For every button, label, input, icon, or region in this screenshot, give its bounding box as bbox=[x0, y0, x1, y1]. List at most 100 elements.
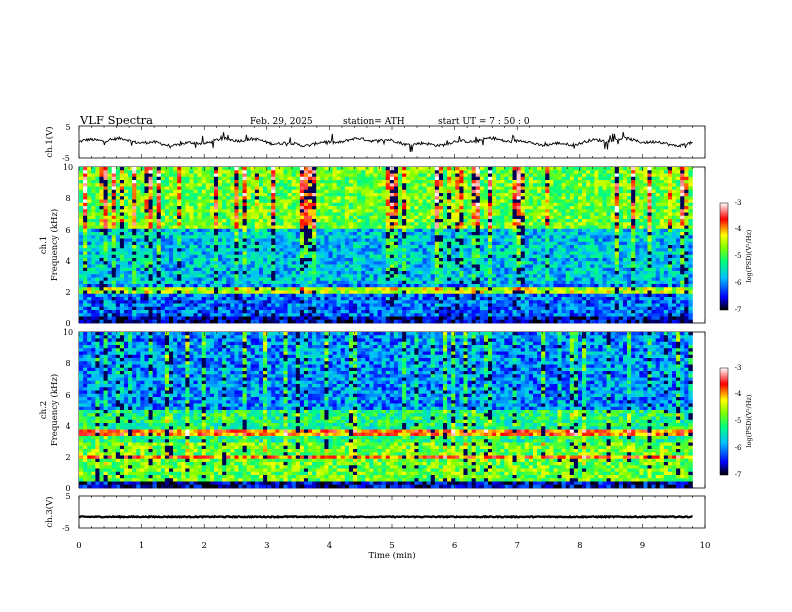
spec1-cell bbox=[680, 173, 685, 178]
spec1-cell bbox=[205, 232, 211, 236]
spec1-cell bbox=[582, 271, 587, 275]
spec1-cell bbox=[561, 167, 566, 171]
spec1-cell bbox=[545, 222, 550, 226]
spec1-cell bbox=[107, 225, 113, 230]
spec1-cell bbox=[348, 261, 354, 265]
spec1-cell bbox=[173, 167, 178, 171]
spec1-cell bbox=[201, 235, 207, 239]
spec1-cell bbox=[471, 183, 477, 187]
spec1-cell bbox=[447, 173, 452, 178]
spec1-cell bbox=[303, 202, 309, 207]
spec1-cell bbox=[250, 186, 256, 191]
spec1-cell bbox=[594, 267, 599, 272]
spec1-cell bbox=[320, 212, 325, 217]
spec1-cell bbox=[144, 248, 149, 252]
spec1-cell bbox=[193, 225, 198, 230]
spec1-cell bbox=[119, 212, 125, 217]
spec1-cell bbox=[447, 212, 452, 217]
spec1-cell bbox=[577, 215, 583, 220]
spec1-cell bbox=[438, 258, 444, 262]
spec1-cell bbox=[537, 193, 542, 197]
spec1-cell bbox=[524, 225, 530, 230]
spec1-cell bbox=[582, 258, 587, 262]
spec1-cell bbox=[209, 251, 215, 256]
spec1-cell bbox=[123, 209, 129, 213]
spec1-cell bbox=[348, 245, 354, 249]
spec1-cell bbox=[132, 196, 137, 200]
spec1-cell bbox=[320, 176, 325, 181]
spec1-cell bbox=[152, 206, 158, 210]
spec1-cell bbox=[663, 206, 669, 210]
spec1-cell bbox=[586, 254, 591, 259]
spec1-cell bbox=[283, 215, 288, 220]
spec1-cell bbox=[606, 241, 611, 246]
spec1-cell bbox=[295, 267, 301, 272]
spec1-cell bbox=[353, 232, 358, 236]
spec1-cell bbox=[475, 189, 481, 194]
spec1-cell bbox=[410, 258, 415, 262]
spec1-cell bbox=[344, 183, 350, 187]
spec1-cell bbox=[263, 215, 268, 220]
spec1-cell bbox=[185, 202, 190, 207]
spec1-cell bbox=[258, 219, 264, 223]
spec1-cell bbox=[672, 251, 677, 256]
spec1-cell bbox=[434, 196, 440, 200]
spec1-cell bbox=[487, 261, 493, 265]
spec1-cell bbox=[573, 261, 579, 265]
spec1-cell bbox=[524, 258, 530, 262]
spec1-cell bbox=[201, 245, 207, 249]
spec1-cell bbox=[606, 167, 611, 171]
spec1-cell bbox=[549, 271, 554, 275]
spec1-cell bbox=[463, 271, 468, 275]
spec1-cell bbox=[156, 167, 162, 171]
spec1-cell bbox=[295, 176, 301, 181]
spec1-cell bbox=[635, 241, 640, 246]
spec1-cell bbox=[271, 196, 276, 200]
spec1-cell bbox=[487, 186, 493, 191]
spec1-cell bbox=[553, 206, 558, 210]
spec1-cell bbox=[483, 222, 489, 226]
spec1-cell bbox=[258, 232, 264, 236]
spec1-cell bbox=[209, 219, 215, 223]
spec1-cell bbox=[463, 167, 468, 171]
spec1-cell bbox=[152, 264, 158, 269]
spec1-cell bbox=[418, 232, 423, 236]
spec1-cell bbox=[148, 225, 153, 230]
spec1-cell bbox=[659, 209, 665, 213]
spec1-cell bbox=[242, 193, 247, 197]
spec1-cell bbox=[246, 219, 252, 223]
spec1-cell bbox=[667, 222, 673, 226]
spec1-cell bbox=[357, 248, 362, 252]
spec1-cell bbox=[606, 222, 611, 226]
spec1-cell bbox=[606, 235, 611, 239]
spec1-cell bbox=[177, 196, 182, 200]
spec1-cell bbox=[487, 202, 493, 207]
spec1-cell bbox=[471, 170, 477, 174]
spec1-cell bbox=[123, 238, 129, 243]
spec1-cell bbox=[500, 267, 505, 272]
spec1-cell bbox=[111, 238, 117, 243]
spec1-cell bbox=[635, 180, 640, 184]
spec1-cell bbox=[369, 238, 374, 243]
spec1-cell bbox=[618, 173, 624, 178]
spec1-cell bbox=[487, 193, 493, 197]
spec1-cell bbox=[312, 206, 317, 210]
spec1-cell bbox=[655, 261, 661, 265]
spec1-cell bbox=[586, 232, 591, 236]
spec1-cell bbox=[381, 238, 387, 243]
spec1-cell bbox=[218, 254, 223, 259]
spec1-cell bbox=[651, 254, 656, 259]
spec1-cell bbox=[582, 180, 587, 184]
spec1-cell bbox=[541, 212, 546, 217]
spec1-cell bbox=[299, 183, 305, 187]
spec1-cell bbox=[79, 248, 84, 252]
spec1-cell bbox=[336, 219, 342, 223]
spec1-cell bbox=[565, 180, 571, 184]
spec1-cell bbox=[402, 206, 407, 210]
spec1-cell bbox=[148, 206, 153, 210]
spec1-cell bbox=[590, 264, 595, 269]
spec1-cell bbox=[291, 245, 297, 249]
spec1-cell bbox=[79, 186, 84, 191]
spec1-cell bbox=[185, 199, 190, 204]
spec1-cell bbox=[275, 173, 280, 178]
